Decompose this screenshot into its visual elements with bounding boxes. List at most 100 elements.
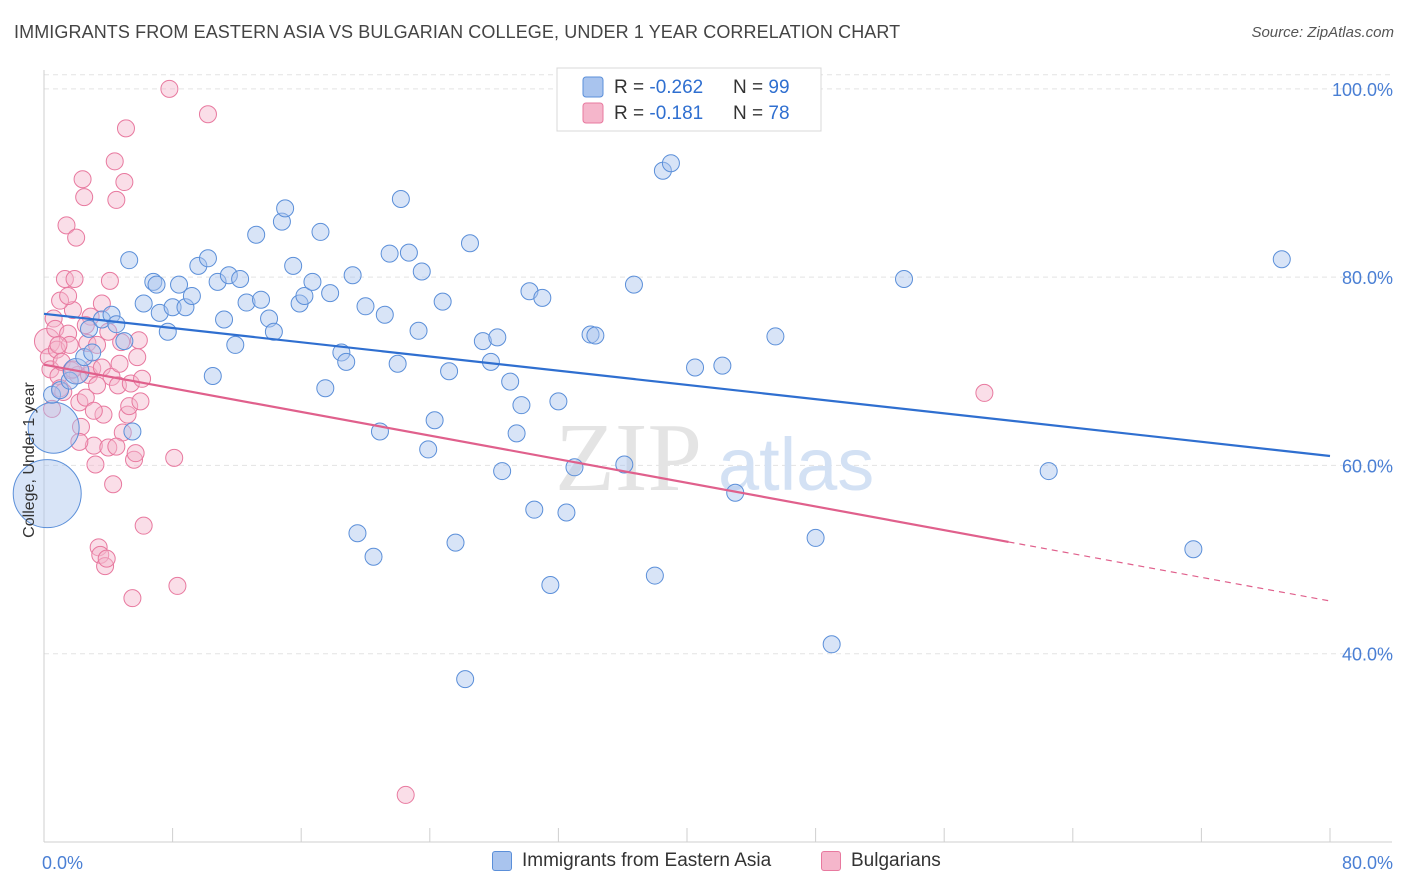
eastern-asia-point-58 bbox=[409, 321, 428, 340]
eastern-asia-point-13 bbox=[123, 422, 142, 441]
legend-swatch-pink bbox=[582, 102, 604, 124]
bulgarians-point-23 bbox=[75, 188, 94, 207]
bulgarians-point-77 bbox=[107, 437, 126, 456]
bulgarians-point-22 bbox=[73, 170, 92, 189]
trend-line-bulgarians bbox=[43, 363, 1009, 543]
bulgarians-point-37 bbox=[97, 549, 116, 568]
legend-r-value-1: -0.262 bbox=[649, 77, 703, 98]
bulgarians-point-68 bbox=[59, 286, 78, 305]
bulgarians-point-18 bbox=[67, 228, 86, 247]
svg-text:N = 78: N = 78 bbox=[733, 103, 790, 124]
eastern-asia-point-66 bbox=[460, 234, 479, 253]
bulgarians-point-69 bbox=[70, 432, 89, 451]
legend-r-value-2: -0.181 bbox=[649, 103, 703, 124]
eastern-asia-point-14 bbox=[120, 251, 139, 270]
eastern-asia-point-57 bbox=[399, 243, 418, 262]
bottom-legend-swatch-blue bbox=[492, 851, 512, 871]
bulgarians-point-57 bbox=[129, 331, 148, 350]
bulgarians-point-45 bbox=[110, 354, 129, 373]
eastern-asia-point-15 bbox=[134, 294, 153, 313]
eastern-asia-point-4 bbox=[60, 371, 79, 390]
eastern-asia-point-41 bbox=[295, 286, 314, 305]
eastern-asia-point-34 bbox=[252, 290, 271, 309]
eastern-asia-point-53 bbox=[375, 305, 394, 324]
eastern-asia-point-65 bbox=[456, 670, 475, 689]
y-tick-label-2: 80.0% bbox=[1342, 268, 1393, 288]
eastern-asia-point-54 bbox=[380, 244, 399, 263]
eastern-asia-point-0 bbox=[12, 459, 82, 529]
eastern-asia-point-31 bbox=[231, 270, 250, 289]
bulgarians-point-61 bbox=[160, 79, 179, 98]
legend: R = -0.262 N = 99 R = -0.181 N = 78 bbox=[556, 67, 822, 132]
legend-n-value-2: 78 bbox=[768, 103, 789, 124]
bulgarians-point-62 bbox=[165, 448, 184, 467]
bulgarians-point-21 bbox=[71, 417, 90, 436]
bottom-legend-item-bulgarians: Bulgarians bbox=[821, 850, 941, 872]
eastern-asia-point-20 bbox=[163, 298, 182, 317]
bulgarians-point-43 bbox=[107, 190, 126, 209]
eastern-asia-point-82 bbox=[586, 326, 605, 345]
eastern-asia-point-17 bbox=[147, 275, 166, 294]
eastern-asia-point-63 bbox=[440, 362, 459, 381]
eastern-asia-point-3 bbox=[51, 381, 70, 400]
bulgarians-point-63 bbox=[168, 576, 187, 595]
eastern-asia-point-56 bbox=[391, 189, 410, 208]
eastern-asia-point-92 bbox=[766, 327, 785, 346]
bulgarians-point-36 bbox=[96, 557, 115, 576]
eastern-asia-point-23 bbox=[182, 286, 201, 305]
eastern-asia-point-8 bbox=[80, 319, 99, 338]
eastern-asia-point-49 bbox=[348, 524, 367, 543]
bulgarians-point-10 bbox=[54, 382, 73, 401]
eastern-asia-point-97 bbox=[1184, 540, 1203, 559]
bulgarians-point-56 bbox=[128, 348, 147, 367]
legend-r-label-2: R = bbox=[614, 103, 649, 124]
bulgarians-point-51 bbox=[120, 397, 139, 416]
bulgarians-point-54 bbox=[125, 450, 144, 469]
y-axis-label: College, Under 1 year bbox=[21, 382, 38, 538]
eastern-asia-point-38 bbox=[276, 199, 295, 218]
bulgarians-point-29 bbox=[84, 436, 103, 455]
legend-n-label-1: N = bbox=[733, 77, 768, 98]
eastern-asia-point-73 bbox=[512, 396, 531, 415]
bulgarians-point-39 bbox=[100, 271, 119, 290]
y-tick-label-0: 40.0% bbox=[1342, 645, 1393, 665]
eastern-asia-point-16 bbox=[144, 272, 163, 291]
bulgarians-point-42 bbox=[105, 152, 124, 171]
eastern-asia-point-86 bbox=[645, 566, 664, 585]
watermark-zip: ZIP bbox=[555, 404, 702, 512]
eastern-asia-point-48 bbox=[343, 266, 362, 285]
eastern-asia-point-94 bbox=[822, 635, 841, 654]
bulgarians-point-60 bbox=[134, 516, 153, 535]
bulgarians-point-49 bbox=[116, 119, 135, 138]
eastern-asia-point-71 bbox=[501, 372, 520, 391]
x-tick-label-1: 80.0% bbox=[1342, 853, 1393, 873]
legend-swatch-blue bbox=[582, 76, 604, 98]
eastern-asia-point-89 bbox=[686, 358, 705, 377]
tick-labels: 40.0% 60.0% 80.0% 100.0% 0.0% 80.0% bbox=[42, 80, 1393, 873]
eastern-asia-point-64 bbox=[446, 533, 465, 552]
eastern-asia-point-1 bbox=[27, 401, 80, 454]
y-tick-label-3: 100.0% bbox=[1332, 80, 1393, 100]
trend-lines bbox=[43, 312, 1331, 602]
bulgarians-point-24 bbox=[76, 388, 95, 407]
legend-n-label-2: N = bbox=[733, 103, 768, 124]
bulgarians-point-12 bbox=[57, 216, 76, 235]
bulgarians-point-16 bbox=[63, 301, 82, 320]
eastern-asia-point-95 bbox=[895, 270, 914, 289]
bulgarians-point-11 bbox=[55, 270, 74, 289]
eastern-asia-point-44 bbox=[316, 379, 335, 398]
eastern-asia-point-51 bbox=[364, 547, 383, 566]
eastern-asia-point-50 bbox=[356, 297, 375, 316]
eastern-asia-point-60 bbox=[419, 440, 438, 459]
eastern-asia-point-78 bbox=[549, 392, 568, 411]
bulgarians-point-3 bbox=[43, 399, 62, 418]
eastern-asia-point-55 bbox=[388, 354, 407, 373]
eastern-asia-point-67 bbox=[473, 332, 492, 351]
eastern-asia-point-12 bbox=[115, 332, 134, 351]
eastern-asia-point-39 bbox=[284, 256, 303, 275]
svg-text:R = -0.181: R = -0.181 bbox=[614, 103, 703, 124]
eastern-asia-point-24 bbox=[189, 256, 208, 275]
bulgarians-point-41 bbox=[104, 475, 123, 494]
eastern-asia-point-98 bbox=[1272, 250, 1291, 269]
eastern-asia-point-93 bbox=[806, 528, 825, 547]
